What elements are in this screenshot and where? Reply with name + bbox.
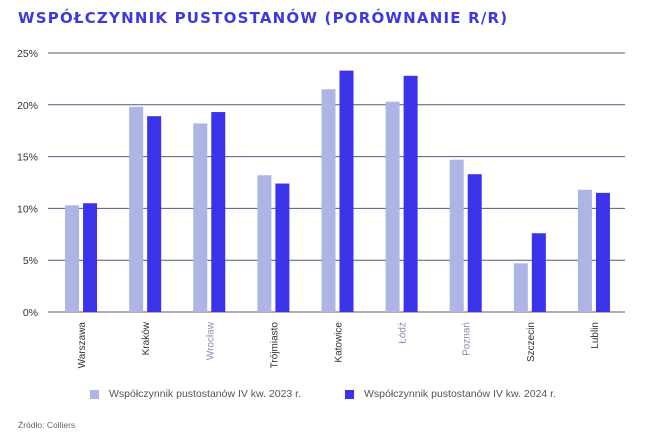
legend-swatch-2024 <box>345 389 354 399</box>
bar-2024 <box>595 192 610 312</box>
y-tick-label: 5% <box>23 255 38 267</box>
category-label: Łódź <box>398 322 409 344</box>
bar-2023 <box>257 175 272 312</box>
bar-2023 <box>321 89 336 312</box>
category-label: Warszawa <box>77 322 88 369</box>
bar-2023 <box>65 205 80 312</box>
category-label: Szczecin <box>526 322 537 362</box>
bar-2024 <box>83 203 98 312</box>
bar-2023 <box>513 263 528 312</box>
legend-label-2024: Współczynnik pustostanów IV kw. 2024 r. <box>364 388 557 400</box>
bar-2023 <box>577 189 592 312</box>
chart-title: WSPÓŁCZYNNIK PUSTOSTANÓW (PORÓWNANIE R/R… <box>18 9 509 27</box>
legend-label-2023: Współczynnik pustostanów IV kw. 2023 r. <box>109 388 302 400</box>
category-label: Lublin <box>590 322 601 349</box>
category-label: Wrocław <box>205 321 216 360</box>
y-tick-label: 20% <box>17 100 38 112</box>
y-tick-label: 0% <box>23 307 38 319</box>
category-label: Poznań <box>462 322 473 356</box>
category-label: Kraków <box>141 321 152 355</box>
bar-2023 <box>193 123 208 312</box>
y-tick-label: 10% <box>17 203 38 215</box>
bar-2023 <box>385 101 400 312</box>
category-label: Trójmiasto <box>269 322 280 369</box>
category-label: Katowice <box>334 322 345 363</box>
legend-swatch-2023 <box>90 389 99 399</box>
bar-2024 <box>531 233 546 312</box>
bar-2023 <box>129 106 144 312</box>
bar-2024 <box>275 183 290 312</box>
bar-2024 <box>403 75 418 313</box>
bar-2024 <box>467 174 482 312</box>
source-note: Źródło: Colliers <box>18 420 76 430</box>
bar-2024 <box>147 116 162 312</box>
legend: Współczynnik pustostanów IV kw. 2023 r. … <box>0 388 650 404</box>
bar-2024 <box>211 112 226 312</box>
legend-item-2023: Współczynnik pustostanów IV kw. 2023 r. <box>90 388 301 400</box>
legend-item-2024: Współczynnik pustostanów IV kw. 2024 r. <box>345 388 556 400</box>
bar-2023 <box>449 159 464 312</box>
y-tick-label: 15% <box>17 152 38 164</box>
y-tick-label: 25% <box>17 48 38 60</box>
bar-2024 <box>339 70 354 312</box>
